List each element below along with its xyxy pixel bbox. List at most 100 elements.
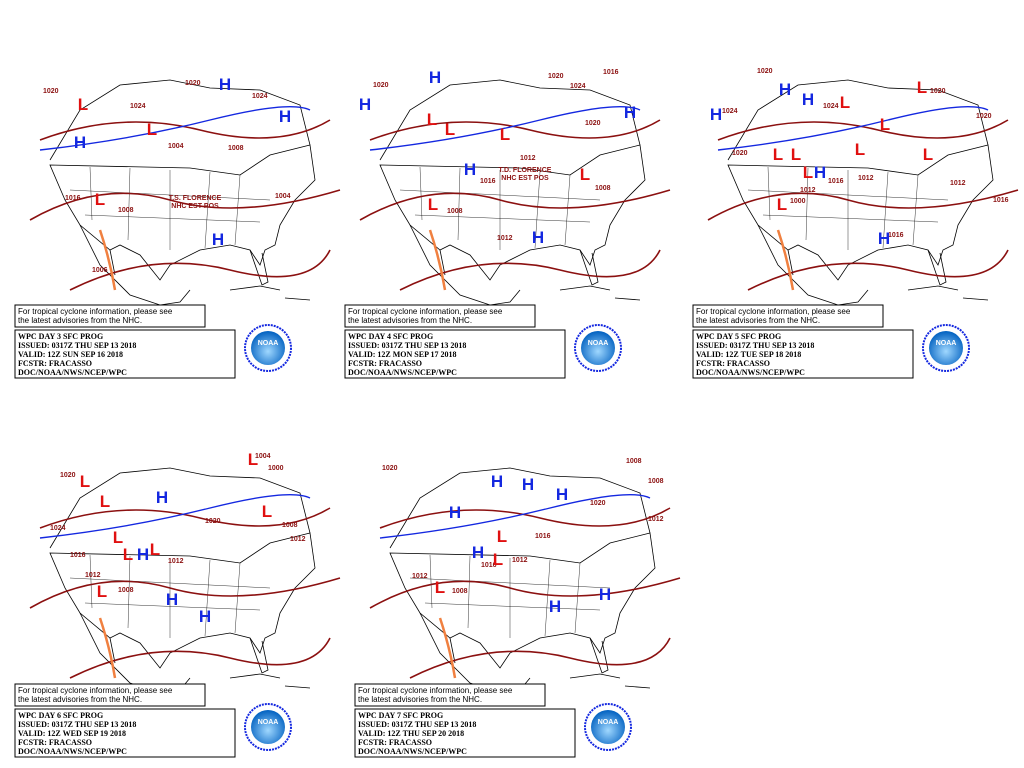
info-text: WPC DAY 4 SFC PROG (348, 332, 433, 341)
isobar-label: 1012 (412, 573, 428, 580)
noaa-logo-text: NOAA (598, 719, 619, 726)
pressure-center: H (710, 105, 722, 124)
pressure-center: H (74, 133, 86, 152)
pressure-center: L (493, 550, 503, 569)
storm-label: T.D. FLORENCE (499, 167, 552, 174)
info-text: DOC/NOAA/NWS/NCEP/WPC (348, 368, 457, 377)
isobar-label: 1020 (930, 88, 946, 95)
pressure-center: H (814, 163, 826, 182)
pressure-center: L (78, 95, 88, 114)
pressure-center: L (95, 190, 105, 209)
isobar-label: 1024 (50, 525, 66, 532)
pressure-center: H (219, 75, 231, 94)
pressure-center: L (262, 502, 272, 521)
note-text: For tropical cyclone information, please… (348, 307, 503, 316)
isobar-label: 1000 (268, 465, 284, 472)
isobar-label: 1016 (65, 195, 81, 202)
forecast-panel: 1020 1008 1008 1012 1016 1012 1016 1012 1008 1020… (354, 458, 682, 758)
info-text: ISSUED: 0317Z THU SEP 13 2018 (18, 341, 136, 350)
pressure-center: L (880, 115, 890, 134)
pressure-center: H (199, 607, 211, 626)
pressure-center: H (449, 503, 461, 522)
info-text: VALID: 12Z WED SEP 19 2018 (18, 729, 126, 738)
isobar-label: 1012 (648, 516, 664, 523)
info-box (14, 329, 236, 379)
pressure-center: L (773, 145, 783, 164)
isobar-label: 1008 (648, 478, 664, 485)
pressure-center: L (580, 165, 590, 184)
isobar-label: 1012 (950, 180, 966, 187)
info-text: WPC DAY 6 SFC PROG (18, 711, 103, 720)
isobar-label: 1008 (118, 587, 134, 594)
info-text: VALID: 12Z SUN SEP 16 2018 (18, 350, 123, 359)
pressure-center: H (522, 475, 534, 494)
pressure-center: H (549, 597, 561, 616)
info-text: VALID: 12Z MON SEP 17 2018 (348, 350, 457, 359)
info-text: DOC/NOAA/NWS/NCEP/WPC (696, 368, 805, 377)
info-text: DOC/NOAA/NWS/NCEP/WPC (358, 747, 467, 756)
pressure-center: L (428, 195, 438, 214)
info-text: VALID: 12Z THU SEP 20 2018 (358, 729, 464, 738)
isobar-label: 1004 (168, 143, 184, 150)
forecast-panel: 1020 1024 1016 1012 1008 1020 1004 1008 1012 1012… (14, 450, 342, 758)
isobar-label: 1000 (790, 198, 806, 205)
pressure-center: L (840, 93, 850, 112)
isobar-label: 1016 (535, 533, 551, 540)
pressure-center: H (156, 488, 168, 507)
isobar-label: 1012 (168, 558, 184, 565)
note-box (14, 304, 206, 328)
pressure-center: H (359, 95, 371, 114)
isobar-label: 1016 (888, 232, 904, 239)
isobar-label: 1020 (585, 120, 601, 127)
info-text: FCSTR: FRACASSO (696, 359, 770, 368)
note-box (344, 304, 536, 328)
noaa-logo (251, 710, 285, 744)
isobar-label: 1012 (858, 175, 874, 182)
pressure-center: H (779, 80, 791, 99)
info-text: VALID: 12Z TUE SEP 18 2018 (696, 350, 801, 359)
isobar-label: 1012 (512, 557, 528, 564)
note-text: the latest advisories from the NHC. (18, 316, 142, 325)
pressure-center: H (491, 472, 503, 491)
note-box (14, 683, 206, 707)
isobar-label: 1020 (60, 472, 76, 479)
storm-label: NHC EST POS (171, 203, 219, 210)
info-box (344, 329, 566, 379)
forecast-panel: 1020 1024 1024 1020 1020 1020 1012 1016 1012 1012… (692, 68, 1020, 379)
info-text: ISSUED: 0317Z THU SEP 13 2018 (348, 341, 466, 350)
noaa-logo (581, 331, 615, 365)
pressure-center: H (556, 485, 568, 504)
base-map (368, 466, 682, 695)
pressure-center: H (137, 545, 149, 564)
isobar-label: 1020 (590, 500, 606, 507)
pressure-center: L (248, 450, 258, 469)
base-map (706, 78, 1020, 307)
isobar-label: 1012 (800, 187, 816, 194)
isobar-label: 1020 (373, 82, 389, 89)
note-text: the latest advisories from the NHC. (348, 316, 472, 325)
noaa-logo-text: NOAA (258, 340, 279, 347)
pressure-center: H (279, 107, 291, 126)
isobar-label: 1006 (92, 267, 108, 274)
note-text: the latest advisories from the NHC. (696, 316, 820, 325)
noaa-logo-text: NOAA (936, 340, 957, 347)
isobar-label: 1024 (823, 103, 839, 110)
isobar-label: 1016 (828, 178, 844, 185)
info-text: FCSTR: FRACASSO (18, 359, 92, 368)
note-text: For tropical cyclone information, please… (18, 307, 173, 316)
isobar-label: 1020 (757, 68, 773, 75)
noaa-logo (929, 331, 963, 365)
pressure-center: L (150, 540, 160, 559)
noaa-logo-text: NOAA (258, 719, 279, 726)
isobar-label: 1008 (626, 458, 642, 465)
isobar-label: 1020 (548, 73, 564, 80)
base-map (28, 78, 342, 307)
pressure-center: L (497, 527, 507, 546)
note-text: the latest advisories from the NHC. (18, 695, 142, 704)
note-text: the latest advisories from the NHC. (358, 695, 482, 704)
info-text: ISSUED: 0317Z THU SEP 13 2018 (358, 720, 476, 729)
pressure-center: L (427, 110, 437, 129)
pressure-center: L (80, 472, 90, 491)
pressure-center: H (878, 229, 890, 248)
